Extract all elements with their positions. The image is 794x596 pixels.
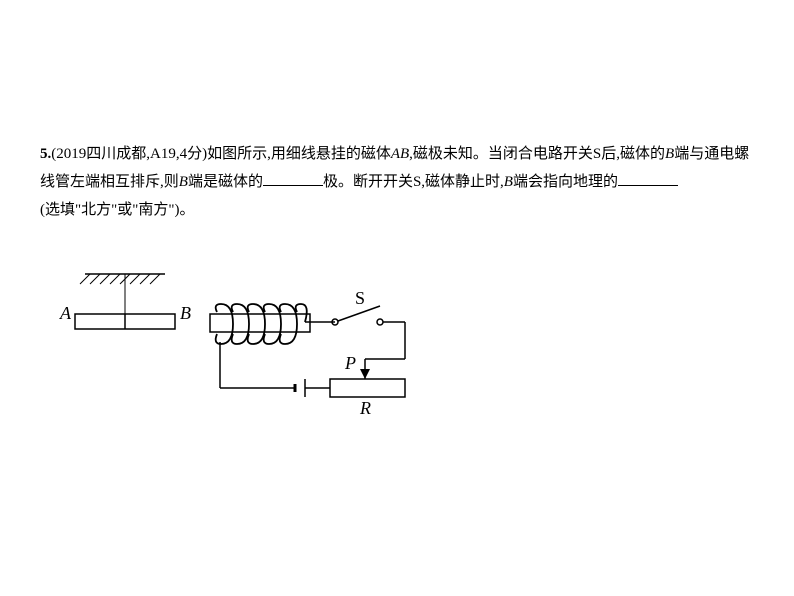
b-end-2: B [179, 174, 188, 190]
label-a: A [59, 303, 72, 323]
text-p5: 极。断开开关S,磁体静止时, [323, 174, 504, 190]
label-b: B [180, 303, 191, 323]
blank-2 [618, 168, 678, 186]
text-p1: 如图所示,用细线悬挂的磁体 [207, 146, 391, 162]
blank-1 [263, 168, 323, 186]
b-end-1: B [665, 146, 674, 162]
label-s: S [355, 288, 365, 308]
text-p2: ,磁极未知。当闭合电路开关S后,磁体的 [409, 146, 665, 162]
text-p6: 端会指向地理的 [513, 174, 618, 190]
text-p4: 端是磁体的 [188, 174, 263, 190]
magnet-ab: AB [391, 146, 409, 162]
question-text: 5.(2019四川成都,A19,4分)如图所示,用细线悬挂的磁体AB,磁极未知。… [40, 140, 754, 224]
label-p: P [344, 353, 356, 373]
question-source: (2019四川成都,A19,4分) [51, 146, 207, 162]
circuit-diagram: A B S [45, 254, 754, 459]
text-p7: (选填"北方"或"南方")。 [40, 202, 194, 218]
label-r: R [359, 398, 371, 418]
question-number: 5. [40, 146, 51, 162]
b-end-3: B [504, 174, 513, 190]
